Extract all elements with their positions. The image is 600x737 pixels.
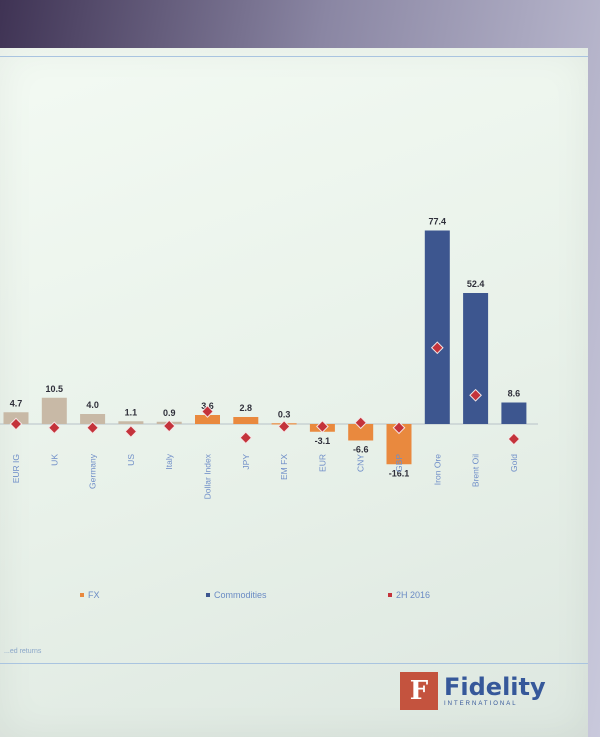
category-label: Italy: [164, 453, 174, 469]
category-label: Iron Ore: [432, 454, 442, 485]
marker-2h2016: [507, 432, 521, 446]
category-label: UK: [49, 454, 59, 466]
logo-wordmark: Fidelity INTERNATIONAL: [444, 675, 546, 707]
value-label: 52.4: [467, 279, 485, 289]
legend-2h2016-label: 2H 2016: [396, 590, 431, 600]
marker-2h2016: [162, 419, 176, 433]
legend-2h2016-swatch: [388, 593, 392, 597]
marker-2h2016: [316, 420, 329, 433]
fidelity-logo: F Fidelity INTERNATIONAL: [400, 672, 546, 710]
marker-2h2016: [86, 421, 99, 435]
bar-us: [118, 421, 144, 424]
category-label: EUR: [317, 454, 327, 472]
legend-fx-swatch: [80, 593, 84, 597]
bar-uk: [41, 397, 67, 424]
value-label: 2.8: [240, 403, 253, 413]
logo-name: Fidelity: [444, 673, 546, 701]
marker-2h2016: [354, 416, 368, 430]
value-label: 0.3: [278, 409, 291, 419]
bar-jpy: [233, 417, 259, 424]
legend-commodities-label: Commodities: [214, 590, 267, 600]
marker-2h2016: [277, 420, 291, 433]
marker-2h2016: [9, 417, 23, 431]
legend-commodities-swatch: [206, 593, 210, 597]
value-label: 77.4: [429, 217, 447, 227]
bar-iron-ore: [424, 230, 450, 424]
legend-fx-label: FX: [88, 590, 100, 600]
category-label: EM FX: [279, 454, 289, 480]
category-label: GBP: [394, 454, 404, 472]
marker-2h2016: [392, 421, 406, 435]
value-label: 8.6: [508, 389, 521, 399]
marker-2h2016: [469, 388, 482, 402]
category-label: US: [126, 454, 136, 466]
category-label: Brent Oil: [471, 454, 481, 487]
marker-2h2016: [47, 421, 61, 435]
category-label: JPY: [241, 454, 251, 470]
value-label: 4.0: [86, 400, 99, 410]
marker-2h2016: [239, 431, 253, 445]
category-label: Dollar Index: [203, 453, 213, 499]
category-label: Gold: [509, 454, 519, 472]
footnote: ...ed returns: [4, 648, 42, 655]
legend-fx: FX: [80, 590, 100, 600]
legend-2h2016: 2H 2016: [388, 590, 430, 600]
marker-2h2016: [430, 341, 444, 355]
projection-screen: [0, 48, 588, 737]
value-label: 0.9: [163, 408, 176, 418]
value-label: 10.5: [46, 384, 64, 394]
bar-cny: [348, 424, 374, 441]
value-label: -3.1: [315, 436, 331, 446]
bar-dollar-index: [195, 415, 220, 424]
marker-2h2016: [201, 405, 214, 418]
category-label: EUR IG: [11, 454, 21, 483]
logo-mark: F: [400, 672, 438, 710]
bar-brent-oil: [463, 293, 489, 424]
marker-2h2016: [124, 425, 138, 438]
value-label: -16.1: [389, 468, 410, 478]
value-label: -6.6: [353, 445, 369, 455]
logo-sub: INTERNATIONAL: [444, 701, 518, 707]
value-label: 1.1: [125, 407, 138, 417]
bar-gold: [501, 402, 527, 424]
category-label: CNY: [356, 454, 366, 472]
category-label: Germany: [88, 453, 98, 489]
bottom-rule: [0, 663, 588, 664]
value-label: 4.7: [10, 398, 23, 408]
top-rule: [0, 56, 588, 57]
bar-germany: [80, 414, 106, 424]
legend-commodities: Commodities: [206, 590, 267, 600]
